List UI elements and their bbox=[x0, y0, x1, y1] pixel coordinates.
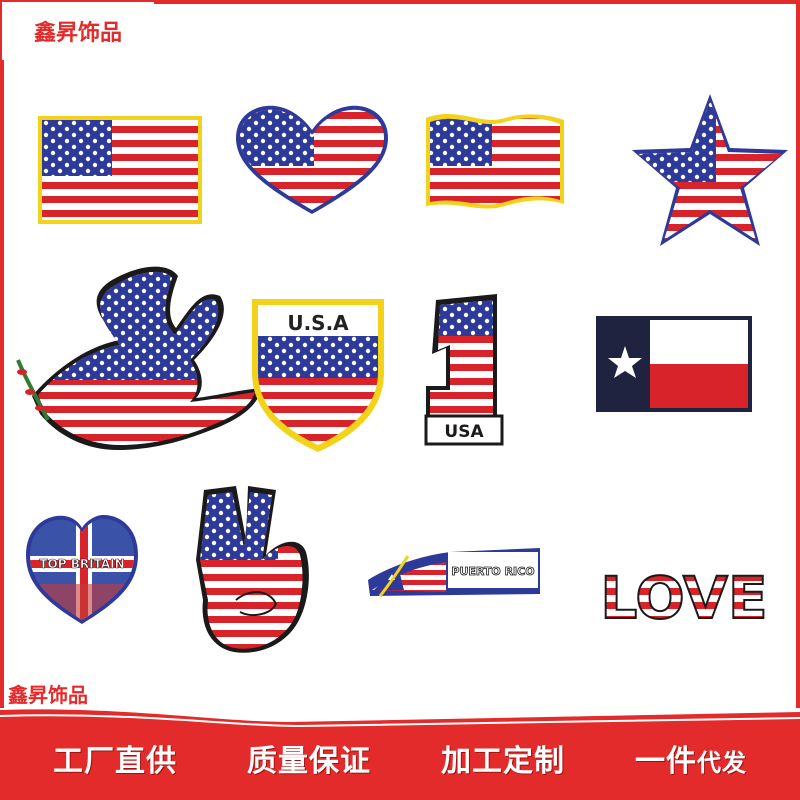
brand-label-top: 鑫昇饰品 bbox=[2, 2, 154, 60]
slogan-dropship: 一件代发 bbox=[635, 736, 747, 780]
love-label: LOVE bbox=[600, 564, 767, 632]
slogan-dropship-main: 一件 bbox=[635, 744, 697, 779]
slogan-dropship-small: 代发 bbox=[697, 749, 747, 777]
patch-texas-flag bbox=[596, 316, 752, 412]
shield-label: U.S.A bbox=[287, 311, 349, 335]
slogan-quality: 质量保证 bbox=[247, 744, 371, 779]
heart-label: TOP BRITAIN bbox=[39, 557, 124, 571]
patch-puerto-rico: PUERTO RICO bbox=[368, 548, 540, 597]
banner-background bbox=[0, 709, 800, 800]
number-sub-label: USA bbox=[444, 422, 484, 442]
slogan-custom: 加工定制 bbox=[441, 744, 565, 779]
patch-britain-heart: TOP BRITAIN bbox=[26, 514, 138, 624]
patch-number-one: USA bbox=[424, 294, 504, 446]
puerto-rico-label: PUERTO RICO bbox=[451, 565, 534, 578]
patch-usa-star bbox=[632, 94, 788, 246]
patch-usa-waving-flag bbox=[426, 114, 564, 209]
slogan-factory-direct: 工厂直供 bbox=[53, 744, 177, 779]
patch-love: LOVE bbox=[599, 563, 768, 633]
patch-usa-heart bbox=[236, 105, 388, 214]
patch-usa-flag-rectangle bbox=[38, 116, 202, 224]
slogan-bar: 工厂直供 质量保证 加工定制 一件代发 bbox=[0, 722, 800, 794]
patch-dove bbox=[16, 266, 262, 450]
patch-peace-hand bbox=[196, 486, 309, 653]
patch-usa-shield: U.S.A bbox=[252, 299, 384, 452]
brand-label-bottom: 鑫昇饰品 bbox=[8, 682, 88, 707]
